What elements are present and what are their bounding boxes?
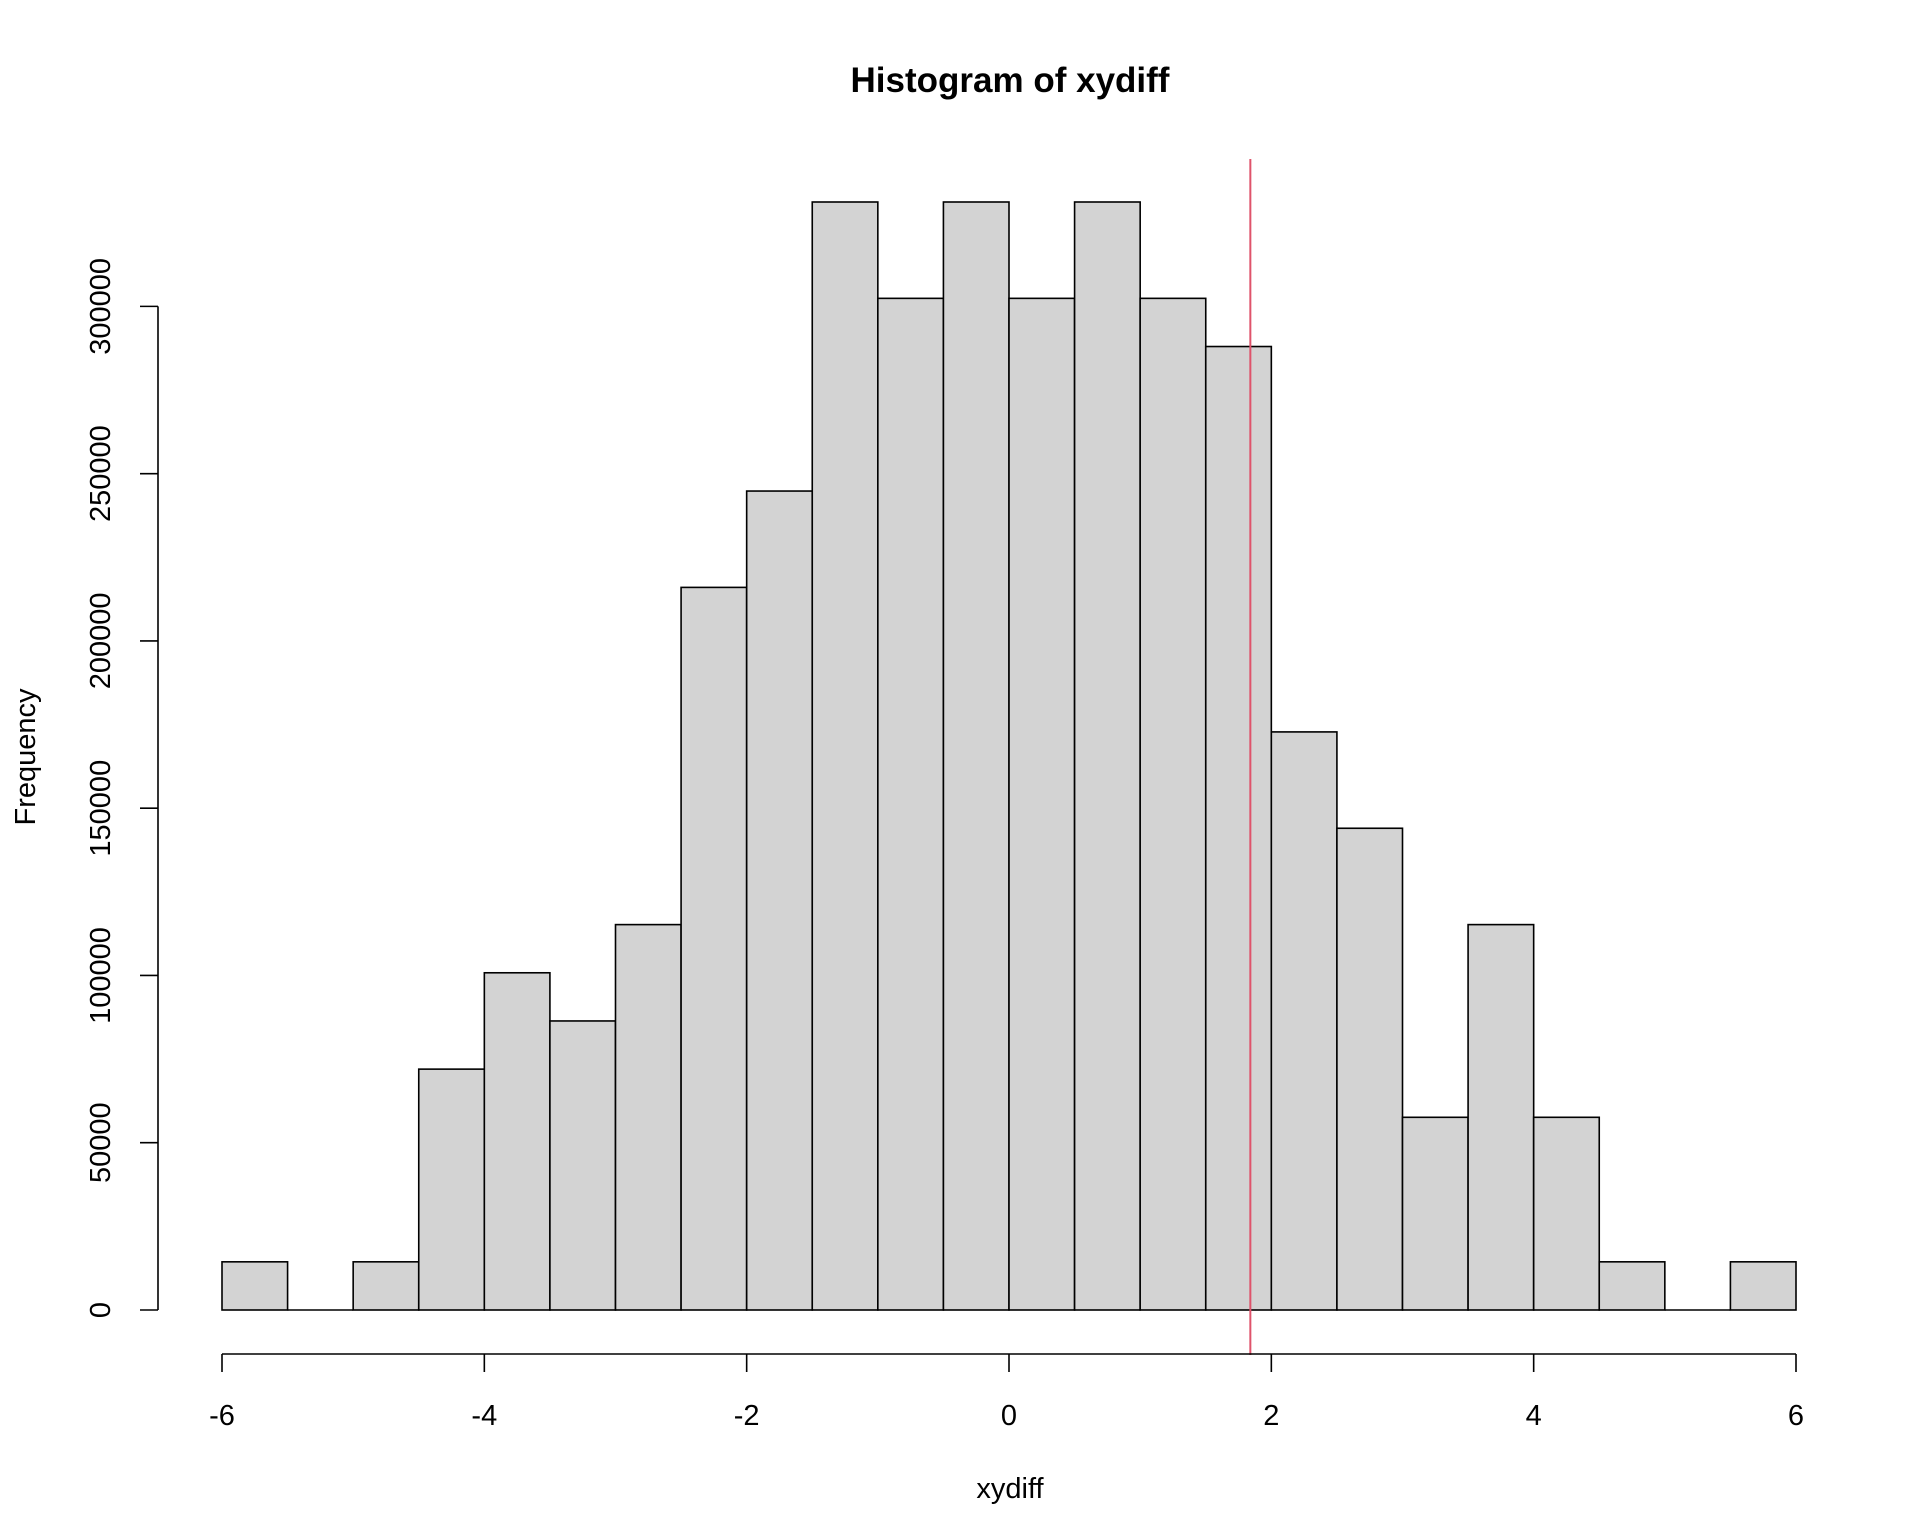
histogram-bar: [1270, 731, 1338, 1311]
x-axis: -6 -4 -2 0 2 4 6: [209, 1353, 1804, 1432]
chart-title: Histogram of xydiff: [851, 61, 1170, 100]
histogram-bar: [483, 971, 551, 1311]
x-tick-label: 4: [1526, 1400, 1542, 1432]
histogram-bar: [1401, 1116, 1469, 1311]
histogram-bar: [1532, 1116, 1601, 1311]
x-tick-label: -4: [471, 1400, 497, 1432]
y-tick-label: 150000: [85, 760, 117, 857]
histogram-bar: [614, 923, 682, 1311]
y-tick-label: 50000: [85, 1102, 117, 1183]
histogram-bar: [1008, 297, 1076, 1311]
histogram-bar: [549, 1020, 617, 1311]
histogram-bar: [1598, 1261, 1666, 1311]
y-axis-label: Frequency: [10, 688, 42, 826]
histogram-bar: [1139, 297, 1207, 1311]
x-axis-label: xydiff: [976, 1473, 1044, 1505]
histogram-bar: [1336, 827, 1404, 1311]
histogram-bar: [1467, 923, 1535, 1311]
histogram-bar: [1204, 345, 1273, 1311]
histogram-bar: [1073, 201, 1141, 1311]
y-tick-label: 0: [85, 1302, 117, 1318]
y-tick-label: 100000: [85, 927, 117, 1024]
y-tick-label: 200000: [85, 593, 117, 690]
bars-group: [221, 201, 1797, 1311]
x-tick-label: -2: [734, 1400, 760, 1432]
x-tick-label: 6: [1788, 1400, 1804, 1432]
x-tick-label: -6: [209, 1400, 235, 1432]
histogram-bar: [1729, 1261, 1797, 1311]
histogram-bar: [352, 1261, 420, 1311]
y-tick-label: 300000: [85, 258, 117, 355]
histogram-bar: [811, 201, 879, 1311]
x-tick-label: 0: [1001, 1400, 1017, 1432]
histogram-bar: [877, 297, 945, 1311]
y-tick-label: 250000: [85, 425, 117, 522]
x-tick-label: 2: [1263, 1400, 1279, 1432]
histogram-bar: [680, 586, 748, 1311]
y-axis: 0 50000 100000 150000 200000 250000 300000: [85, 258, 159, 1318]
histogram-bar: [942, 201, 1010, 1311]
histogram-bar: [417, 1068, 486, 1311]
histogram-bar: [221, 1261, 289, 1311]
histogram-bar: [745, 490, 814, 1311]
